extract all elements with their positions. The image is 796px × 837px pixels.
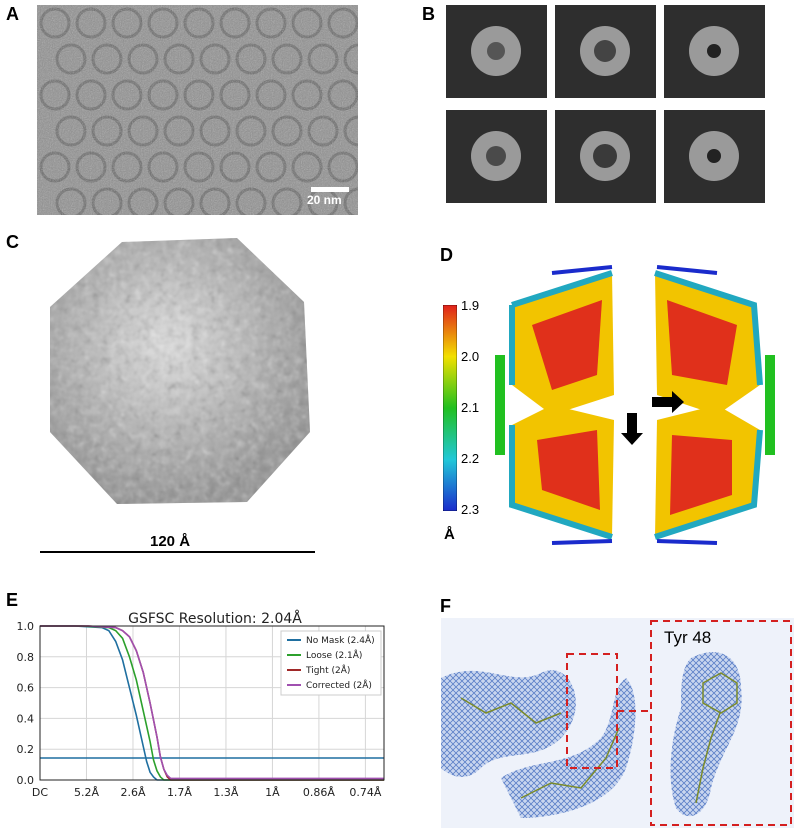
x-tick-label: 0.74Å — [349, 786, 381, 799]
x-tick-label: 2.6Å — [120, 786, 145, 799]
colorbar-unit: Å — [444, 526, 455, 543]
series-line — [40, 625, 384, 781]
class-average-5 — [555, 110, 656, 203]
x-tick-label: DC — [32, 786, 48, 799]
density-mesh-image — [441, 618, 794, 828]
colorbar-tick-4: 2.2 — [461, 451, 480, 466]
series-line — [40, 625, 384, 780]
scale-label: 120 Å — [150, 533, 191, 550]
zoom-box-small — [566, 653, 618, 769]
plot-frame — [39, 625, 385, 781]
colorbar-tick-5: 2.3 — [461, 502, 480, 517]
panel-label-d: D — [440, 245, 453, 265]
y-tick-label: 0.2 — [17, 743, 35, 756]
y-tick-label: 0.0 — [17, 774, 35, 787]
colorbar-tick-1: 1.9 — [461, 298, 480, 313]
micrograph-image — [37, 5, 358, 215]
panel-label-c: C — [6, 232, 19, 252]
class-average-2 — [555, 5, 656, 98]
legend-label: No Mask (2.4Å) — [306, 634, 375, 646]
x-tick-label: 1.3Å — [213, 786, 238, 799]
class-average-6 — [664, 110, 765, 203]
x-tick-label: 1Å — [265, 786, 280, 799]
y-tick-label: 1.0 — [17, 620, 35, 633]
zoom-box-large — [650, 620, 792, 826]
colorbar-tick-2: 2.0 — [461, 349, 480, 364]
fsc-chart: GSFSC Resolution: 2.04Å DC 5.2Å 2.6Å 1.7Å 1.… — [0, 598, 396, 832]
x-tick-label: 1.7Å — [167, 786, 192, 799]
micrograph-texture — [37, 5, 358, 215]
y-tick-label: 0.4 — [17, 712, 35, 725]
panel-label-e: E — [6, 590, 19, 610]
density-map-surface — [42, 232, 317, 510]
panel-label-a: A — [6, 4, 19, 24]
legend-label: Tight (2Å) — [305, 664, 350, 676]
fsc-chart-svg: GSFSC Resolution: 2.04Å DC 5.2Å 2.6Å 1.7Å 1.… — [17, 610, 385, 799]
y-tick-label: 0.6 — [17, 682, 35, 695]
chart-title: GSFSC Resolution: 2.04Å — [128, 610, 302, 627]
legend-label: Corrected (2Å) — [306, 679, 372, 691]
arrow-down-icon — [621, 413, 643, 445]
colorbar-tick-3: 2.1 — [461, 400, 480, 415]
class-average-4 — [446, 110, 547, 203]
panel-label-b: B — [422, 4, 435, 24]
local-resolution-map — [492, 265, 777, 545]
x-tick-label: 5.2Å — [74, 786, 99, 799]
residue-label: Tyr 48 — [664, 628, 712, 647]
panel-label-f: F — [440, 596, 451, 616]
class-average-1 — [446, 5, 547, 98]
legend-label: Loose (2.1Å) — [306, 649, 362, 661]
colorbar — [443, 305, 457, 511]
series-line — [40, 625, 384, 781]
x-tick-label: 0.86Å — [303, 786, 335, 799]
scale-bar — [311, 187, 349, 192]
scale-bar-label: 20 nm — [307, 193, 342, 207]
arrow-right-icon — [652, 391, 684, 413]
class-average-3 — [664, 5, 765, 98]
y-tick-label: 0.8 — [17, 651, 35, 664]
scale-line — [40, 551, 315, 553]
